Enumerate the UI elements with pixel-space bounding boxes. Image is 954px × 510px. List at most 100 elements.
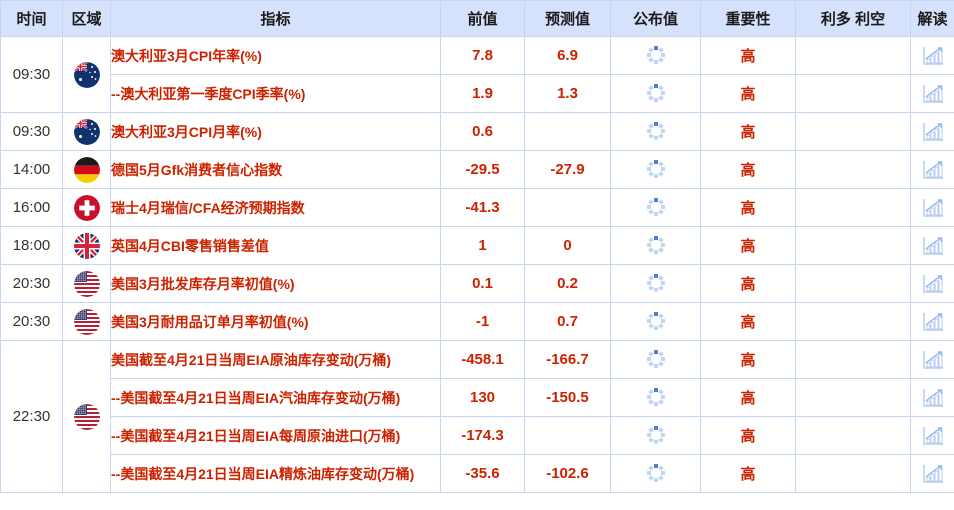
previous-value: 1 — [440, 226, 525, 265]
column-header-previous[interactable]: 前值 — [440, 0, 525, 37]
indicator-name[interactable]: --美国截至4月21日当周EIA每周原油进口(万桶) — [110, 416, 441, 455]
bar-chart-icon[interactable] — [922, 388, 944, 408]
importance-badge: 高 — [700, 150, 796, 189]
table-header-row: 时间 区域 指标 前值 预测值 公布值 重要性 利多 利空 解读 — [0, 0, 954, 37]
bar-chart-icon[interactable] — [922, 46, 944, 66]
table-row[interactable]: --澳大利亚第一季度CPI季率(%) 1.9 1.3 高 — [1, 74, 954, 113]
interpretation-link[interactable] — [910, 378, 954, 417]
bar-chart-icon[interactable] — [922, 84, 944, 104]
interpretation-link[interactable] — [910, 302, 954, 341]
previous-value: 0.6 — [440, 112, 525, 151]
importance-badge: 高 — [700, 302, 796, 341]
bull-bear-value — [795, 36, 911, 75]
forecast-value: -150.5 — [524, 378, 611, 417]
region-flag-au — [62, 36, 111, 113]
bar-chart-icon[interactable] — [922, 426, 944, 446]
indicator-name[interactable]: 澳大利亚3月CPI月率(%) — [110, 112, 441, 151]
interpretation-link[interactable] — [910, 264, 954, 303]
importance-badge: 高 — [700, 226, 796, 265]
loading-spinner-icon — [646, 122, 665, 141]
column-header-importance[interactable]: 重要性 — [700, 0, 796, 37]
event-time: 16:00 — [0, 188, 63, 227]
indicator-name[interactable]: --澳大利亚第一季度CPI季率(%) — [110, 74, 441, 113]
indicator-name[interactable]: 美国截至4月21日当周EIA原油库存变动(万桶) — [110, 340, 441, 379]
table-row[interactable]: 09:30 澳大利亚3月CPI年率(%) 7.8 6.9 高 — [0, 36, 954, 113]
bar-chart-icon[interactable] — [922, 274, 944, 294]
interpretation-link[interactable] — [910, 454, 954, 493]
interpretation-link[interactable] — [910, 340, 954, 379]
bar-chart-icon[interactable] — [922, 236, 944, 256]
bull-bear-value — [795, 112, 911, 151]
forecast-value: 0 — [524, 226, 611, 265]
bull-bear-value — [795, 150, 911, 189]
forecast-value: -166.7 — [524, 340, 611, 379]
table-row[interactable]: 18:00 英国4月CBI零售销售差值 1 0 高 — [0, 226, 954, 265]
forecast-value — [524, 416, 611, 455]
bar-chart-icon[interactable] — [922, 312, 944, 332]
indicator-name[interactable]: 澳大利亚3月CPI年率(%) — [110, 36, 441, 75]
previous-value: 130 — [440, 378, 525, 417]
event-time: 22:30 — [0, 340, 63, 493]
previous-value: 1.9 — [440, 74, 525, 113]
column-header-region[interactable]: 区域 — [62, 0, 111, 37]
forecast-value: 1.3 — [524, 74, 611, 113]
interpretation-link[interactable] — [910, 36, 954, 75]
importance-badge: 高 — [700, 378, 796, 417]
interpretation-link[interactable] — [910, 150, 954, 189]
actual-value — [610, 302, 701, 341]
bull-bear-value — [795, 226, 911, 265]
table-row[interactable]: 09:30 澳大利亚3月CPI月率(%) 0.6 高 — [0, 112, 954, 151]
indicator-name[interactable]: 英国4月CBI零售销售差值 — [110, 226, 441, 265]
interpretation-link[interactable] — [910, 112, 954, 151]
importance-badge: 高 — [700, 340, 796, 379]
interpretation-link[interactable] — [910, 74, 954, 113]
indicator-name[interactable]: --美国截至4月21日当周EIA精炼油库存变动(万桶) — [110, 454, 441, 493]
bar-chart-icon[interactable] — [922, 160, 944, 180]
bull-bear-value — [795, 302, 911, 341]
importance-badge: 高 — [700, 416, 796, 455]
indicator-name[interactable]: --美国截至4月21日当周EIA汽油库存变动(万桶) — [110, 378, 441, 417]
importance-badge: 高 — [700, 74, 796, 113]
table-row[interactable]: --美国截至4月21日当周EIA精炼油库存变动(万桶) -35.6 -102.6 高 — [1, 454, 954, 493]
forecast-value: 6.9 — [524, 36, 611, 75]
indicator-name[interactable]: 美国3月耐用品订单月率初值(%) — [110, 302, 441, 341]
bar-chart-icon[interactable] — [922, 198, 944, 218]
table-row[interactable]: 16:00 瑞士4月瑞信/CFA经济预期指数 -41.3 高 — [0, 188, 954, 227]
indicator-name[interactable]: 美国3月批发库存月率初值(%) — [110, 264, 441, 303]
interpretation-link[interactable] — [910, 416, 954, 455]
bar-chart-icon[interactable] — [922, 122, 944, 142]
forecast-value — [524, 112, 611, 151]
column-header-actual[interactable]: 公布值 — [610, 0, 701, 37]
column-header-interpretation[interactable]: 解读 — [910, 0, 954, 37]
bar-chart-icon[interactable] — [922, 464, 944, 484]
interpretation-link[interactable] — [910, 188, 954, 227]
loading-spinner-icon — [646, 426, 665, 445]
actual-value — [610, 36, 701, 75]
bull-bear-value — [795, 74, 911, 113]
event-time: 20:30 — [0, 264, 63, 303]
interpretation-link[interactable] — [910, 226, 954, 265]
economic-calendar-table: 时间 区域 指标 前值 预测值 公布值 重要性 利多 利空 解读 09:30 澳大… — [0, 0, 954, 493]
table-row[interactable]: 20:30 美国3月批发库存月率初值(%) 0.1 0.2 高 — [0, 264, 954, 303]
column-header-forecast[interactable]: 预测值 — [524, 0, 611, 37]
previous-value: -174.3 — [440, 416, 525, 455]
table-row[interactable]: --美国截至4月21日当周EIA每周原油进口(万桶) -174.3 高 — [1, 416, 954, 455]
loading-spinner-icon — [646, 350, 665, 369]
actual-value — [610, 378, 701, 417]
table-row[interactable]: 14:00 德国5月Gfk消费者信心指数 -29.5 -27.9 高 — [0, 150, 954, 189]
event-time: 09:30 — [0, 36, 63, 113]
column-header-indicator[interactable]: 指标 — [110, 0, 441, 37]
table-row[interactable]: --美国截至4月21日当周EIA汽油库存变动(万桶) 130 -150.5 高 — [1, 378, 954, 417]
bar-chart-icon[interactable] — [922, 350, 944, 370]
importance-badge: 高 — [700, 264, 796, 303]
loading-spinner-icon — [646, 464, 665, 483]
column-header-bull-bear[interactable]: 利多 利空 — [795, 0, 911, 37]
indicator-name[interactable]: 瑞士4月瑞信/CFA经济预期指数 — [110, 188, 441, 227]
loading-spinner-icon — [646, 274, 665, 293]
table-row[interactable]: 20:30 美国3月耐用品订单月率初值(%) -1 0.7 高 — [0, 302, 954, 341]
table-row[interactable]: 22:30 美国截至4月21日当周EIA原油库存变动(万桶) -458.1 -166.… — [0, 340, 954, 493]
indicator-name[interactable]: 德国5月Gfk消费者信心指数 — [110, 150, 441, 189]
forecast-value: -102.6 — [524, 454, 611, 493]
column-header-time[interactable]: 时间 — [0, 0, 63, 37]
region-flag-gb — [62, 226, 111, 265]
